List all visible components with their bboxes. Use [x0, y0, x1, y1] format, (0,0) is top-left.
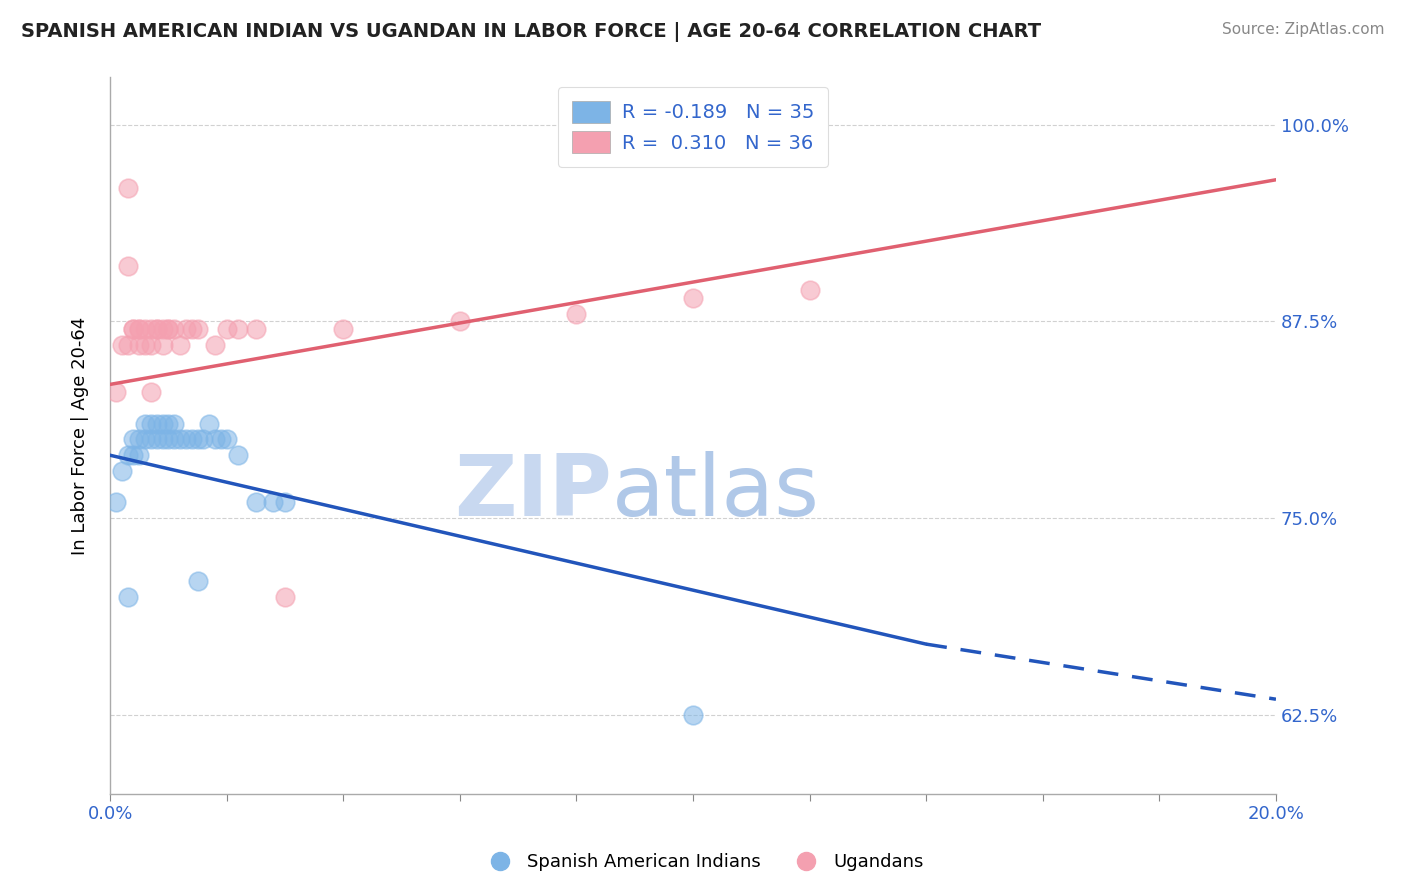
- Point: [139, 433, 162, 447]
- Point: [139, 417, 162, 431]
- Point: [186, 433, 208, 447]
- Text: ZIP: ZIP: [454, 451, 612, 534]
- Point: [228, 448, 250, 462]
- Point: [163, 322, 186, 336]
- Point: [799, 283, 821, 297]
- Legend: Spanish American Indians, Ugandans: Spanish American Indians, Ugandans: [475, 847, 931, 879]
- Point: [174, 433, 197, 447]
- Point: [128, 448, 150, 462]
- Point: [198, 417, 221, 431]
- Point: [565, 307, 588, 321]
- Point: [215, 322, 238, 336]
- Point: [157, 433, 180, 447]
- Point: [152, 338, 174, 352]
- Point: [215, 433, 238, 447]
- Point: [139, 385, 162, 400]
- Point: [157, 417, 180, 431]
- Point: [145, 322, 167, 336]
- Point: [111, 464, 134, 478]
- Point: [186, 322, 208, 336]
- Point: [104, 495, 127, 509]
- Point: [152, 417, 174, 431]
- Point: [128, 322, 150, 336]
- Point: [245, 495, 267, 509]
- Point: [122, 448, 145, 462]
- Point: [193, 433, 215, 447]
- Point: [274, 495, 297, 509]
- Point: [204, 433, 226, 447]
- Point: [174, 322, 197, 336]
- Point: [104, 385, 127, 400]
- Point: [180, 322, 202, 336]
- Point: [152, 322, 174, 336]
- Point: [117, 180, 139, 194]
- Point: [128, 433, 150, 447]
- Point: [228, 322, 250, 336]
- Point: [209, 433, 232, 447]
- Point: [134, 338, 156, 352]
- Point: [332, 322, 354, 336]
- Point: [128, 338, 150, 352]
- Legend: R = -0.189   N = 35, R =  0.310   N = 36: R = -0.189 N = 35, R = 0.310 N = 36: [558, 87, 828, 167]
- Point: [134, 322, 156, 336]
- Point: [117, 338, 139, 352]
- Point: [152, 433, 174, 447]
- Point: [145, 433, 167, 447]
- Point: [117, 590, 139, 604]
- Point: [122, 322, 145, 336]
- Text: Source: ZipAtlas.com: Source: ZipAtlas.com: [1222, 22, 1385, 37]
- Point: [145, 417, 167, 431]
- Point: [145, 322, 167, 336]
- Point: [180, 433, 202, 447]
- Point: [128, 322, 150, 336]
- Text: SPANISH AMERICAN INDIAN VS UGANDAN IN LABOR FORCE | AGE 20-64 CORRELATION CHART: SPANISH AMERICAN INDIAN VS UGANDAN IN LA…: [21, 22, 1042, 42]
- Point: [449, 314, 471, 328]
- Point: [122, 322, 145, 336]
- Point: [134, 433, 156, 447]
- Point: [163, 433, 186, 447]
- Point: [245, 322, 267, 336]
- Point: [157, 322, 180, 336]
- Point: [122, 433, 145, 447]
- Point: [274, 590, 297, 604]
- Point: [111, 338, 134, 352]
- Point: [682, 708, 704, 723]
- Y-axis label: In Labor Force | Age 20-64: In Labor Force | Age 20-64: [72, 317, 89, 555]
- Text: atlas: atlas: [612, 451, 820, 534]
- Point: [157, 322, 180, 336]
- Point: [169, 433, 191, 447]
- Point: [262, 495, 284, 509]
- Point: [204, 338, 226, 352]
- Point: [139, 322, 162, 336]
- Point: [186, 574, 208, 589]
- Point: [163, 417, 186, 431]
- Point: [117, 260, 139, 274]
- Point: [134, 417, 156, 431]
- Point: [169, 338, 191, 352]
- Point: [682, 291, 704, 305]
- Point: [117, 448, 139, 462]
- Point: [139, 338, 162, 352]
